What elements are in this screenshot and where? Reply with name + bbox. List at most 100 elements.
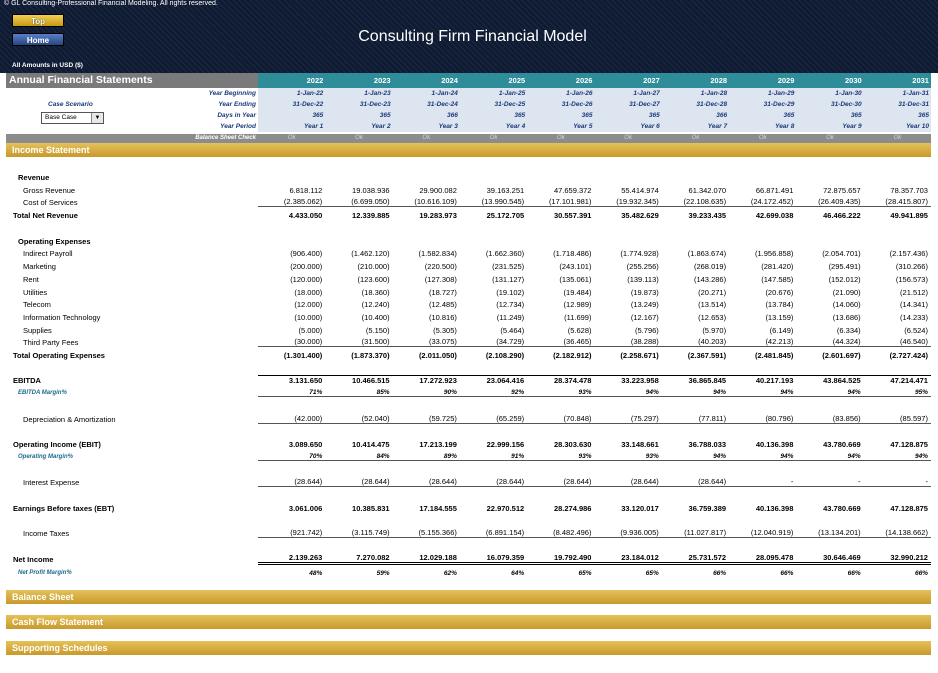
ebt-row: Earnings Before taxes (EBT) 3.061.006 10.3… [6, 502, 931, 514]
value-cell: 22.999.156 [486, 439, 525, 449]
meta-cell: 365 [648, 112, 660, 119]
value-cell: (28.415.807) [863, 197, 931, 207]
value-cell: 90% [392, 389, 460, 397]
meta-values: 31-Dec-22 31-Dec-23 31-Dec-24 31-Dec-25 31-D… [258, 99, 931, 110]
revenue-heading: Revenue [6, 171, 931, 183]
meta-cell: Year 3 [438, 123, 458, 130]
value-cell: 28.095.478 [729, 553, 797, 565]
value-cell: (13.784) [765, 299, 794, 309]
value-cell: 47.128.875 [890, 439, 928, 449]
section-supporting-schedules[interactable]: Supporting Schedules [6, 641, 931, 655]
cost-of-services-row-values: (2.385.062) (6.699.050) (10.616.109) (13.99… [258, 197, 931, 207]
value-cell: (19.932.345) [594, 197, 662, 207]
opex-row-label: Indirect Payroll [23, 248, 73, 258]
value-cell: 19.283.973 [419, 210, 457, 220]
value-cell: (147.585) [761, 274, 794, 284]
value-cell: 36.865.845 [661, 375, 730, 385]
section-balance-sheet[interactable]: Balance Sheet [6, 590, 931, 604]
value-cell: (2.108.290) [485, 350, 525, 360]
meta-cell: 1-Jan-23 [364, 90, 391, 97]
balance-check-cell: Ok [826, 135, 834, 141]
operating-margin-row: Operating Margin% 70% 84% 89% 91% 93% 93% 94% 94… [6, 451, 931, 463]
year-headers: 2022 2023 2024 2025 2026 2027 2028 2029 2030 2031 [258, 73, 931, 88]
value-cell: 94% [796, 389, 864, 397]
year-header: 2028 [710, 76, 728, 85]
opex-row-label: Marketing [23, 261, 56, 271]
value-cell: (20.676) [765, 287, 794, 297]
value-cell: (19.484) [563, 287, 592, 297]
value-cell: (12.734) [496, 299, 525, 309]
opex-row: Supplies (5.000) (5.150) (5.305) (5.464) (5.6… [6, 324, 931, 336]
value-cell: (1.301.400) [283, 350, 323, 360]
value-cell: (9.936.005) [594, 528, 662, 538]
ebitda-row-label: EBITDA [13, 375, 41, 385]
net-margin-row-values: 48% 59% 62% 64% 65% 65% 66% 66% 66% 66% [258, 570, 931, 577]
value-cell: (123.600) [357, 274, 390, 284]
value-cell: (231.525) [492, 261, 525, 271]
value-cell: 28.374.478 [527, 375, 595, 385]
value-cell: 35.482.629 [621, 210, 659, 220]
value-cell: (2.011.050) [418, 350, 457, 360]
opex-row-label: Rent [23, 274, 39, 284]
value-cell: 62% [443, 569, 457, 577]
case-scenario-select[interactable]: Base Case ▼ [41, 112, 104, 124]
meta-label: Year Ending [218, 101, 256, 108]
value-cell: 3.089.650 [288, 439, 323, 449]
value-cell: 43.864.525 [796, 375, 864, 385]
value-cell: (14.233) [900, 312, 928, 322]
value-cell: 23.184.012 [594, 553, 662, 565]
value-cell: 4.433.050 [288, 210, 323, 220]
value-cell: (127.308) [424, 274, 457, 284]
value-cell: (21.512) [900, 287, 928, 297]
value-cell: 33.148.661 [621, 439, 659, 449]
value-cell: (13.249) [630, 299, 659, 309]
value-cell: 66% [713, 569, 727, 577]
meta-cell: 365 [581, 112, 593, 119]
section-cash-flow[interactable]: Cash Flow Statement [6, 615, 931, 629]
value-cell: (220.500) [424, 261, 457, 271]
value-cell: (131.127) [492, 274, 525, 284]
value-cell: (22.108.635) [661, 197, 730, 207]
value-cell: (77.811) [661, 414, 730, 424]
value-cell: (10.616.109) [392, 197, 460, 207]
value-cell: (12.040.919) [729, 528, 797, 538]
value-cell: 22.970.512 [486, 503, 525, 513]
value-cell: (2.258.671) [620, 350, 659, 360]
case-scenario-label: Case Scenario [48, 101, 93, 108]
value-cell: 33.120.017 [621, 503, 659, 513]
value-cell: (28.644) [527, 477, 595, 487]
value-cell: 10.385.831 [352, 503, 390, 513]
value-cell: - [863, 477, 931, 487]
value-cell: (5.150) [365, 325, 390, 335]
chevron-down-icon[interactable]: ▼ [91, 113, 103, 123]
year-header: 2029 [777, 76, 795, 85]
value-cell: 94% [594, 389, 662, 397]
value-cell: (295.491) [828, 261, 861, 271]
value-cell: (310.266) [895, 261, 928, 271]
meta-cell: 366 [716, 112, 728, 119]
value-cell: (70.848) [527, 414, 595, 424]
meta-cell: Year 2 [371, 123, 391, 130]
section-income-statement[interactable]: Income Statement [6, 143, 931, 157]
value-cell: (906.400) [290, 248, 323, 258]
meta-label: Year Beginning [208, 90, 256, 97]
value-cell: 30.557.391 [553, 210, 592, 220]
top-button[interactable]: Top [12, 14, 64, 27]
meta-cell: 31-Dec-22 [292, 101, 324, 108]
value-cell: (11.027.817) [661, 528, 730, 538]
opex-row-values: (200.000) (210.000) (220.500) (231.525) (243… [258, 262, 931, 271]
value-cell: (2.385.062) [258, 197, 326, 207]
value-cell: (59.725) [392, 414, 460, 424]
value-cell: (5.464) [500, 325, 525, 335]
value-cell: 10.414.475 [352, 439, 390, 449]
value-cell: (28.644) [594, 477, 662, 487]
value-cell: (18.360) [361, 287, 390, 297]
value-cell: (21.090) [832, 287, 861, 297]
meta-cell: 31-Dec-30 [830, 101, 862, 108]
value-cell: 94% [661, 453, 730, 461]
meta-cell: Year 1 [304, 123, 324, 130]
value-cell: 47.128.875 [890, 503, 928, 513]
value-cell: 91% [459, 453, 528, 461]
home-button[interactable]: Home [12, 33, 64, 46]
value-cell: (28.644) [392, 477, 460, 487]
